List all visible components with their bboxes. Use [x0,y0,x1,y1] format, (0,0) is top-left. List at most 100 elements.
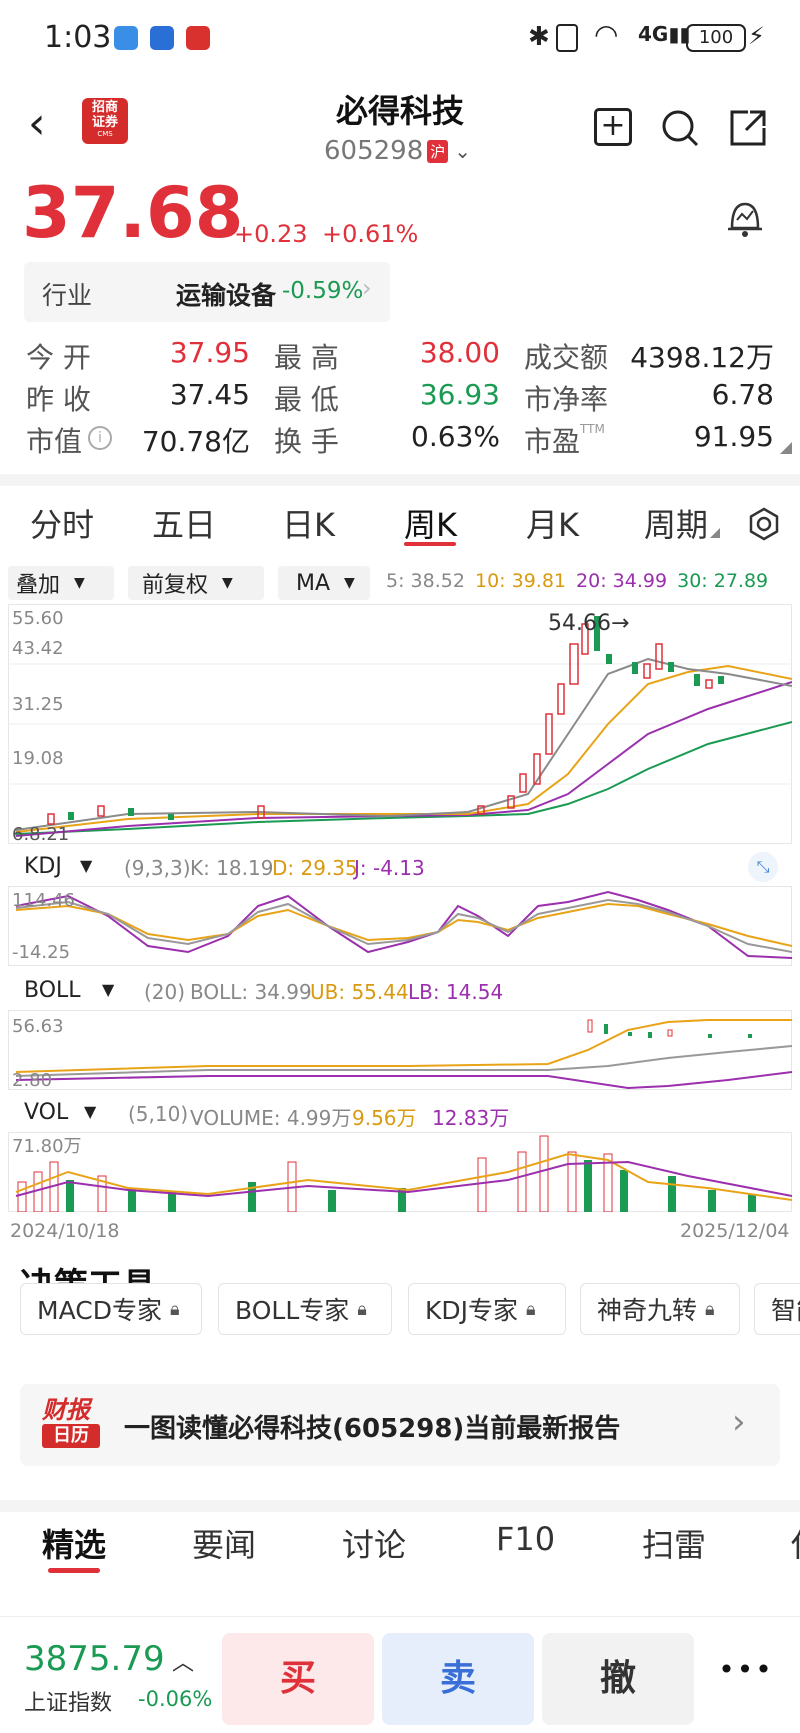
caret-down-icon[interactable]: ▼ [102,980,115,999]
stock-code-selector[interactable]: 605298 沪 ⌄ [324,134,484,168]
tab-intraday[interactable]: 分时 [30,506,95,544]
chevron-right-icon: › [362,274,372,302]
tab-five-day[interactable]: 五日 [152,506,217,544]
vol-volume: VOLUME: 4.99万 [190,1106,352,1130]
candle [606,654,612,664]
ma20-line [15,681,792,837]
industry-pill[interactable]: 行业 运输设备 -0.59% › [24,262,390,322]
industry-label: 行业 [42,281,93,310]
broker-logo[interactable]: 招商 证券 CMS [82,98,128,144]
kdj-j-line [15,890,792,959]
overlay-dropdown[interactable]: 叠加 ▼ [8,566,114,600]
charging-icon: ⚡ [748,22,765,50]
chart-settings-button[interactable] [746,506,782,542]
vol-bar [97,1175,107,1212]
caret-down-icon[interactable]: ▼ [80,856,93,875]
more-button[interactable]: ••• [706,1653,786,1703]
lock-icon: 🔒︎ [357,1298,367,1320]
lock-icon: 🔒︎ [169,1298,180,1320]
kline-chart[interactable]: 55.60 43.42 31.25 19.08 6.8.21 54.66→ [8,604,792,844]
nine-turn-chip[interactable]: 神奇九转 🔒︎ [580,1283,740,1335]
vol-bar [603,1153,613,1212]
report-banner[interactable]: 财报 日历 一图读懂必得科技(605298)当前最新报告 › [20,1384,780,1466]
candle [477,805,485,815]
tab-discussion[interactable]: 讨论 [342,1526,407,1564]
app-notification-icon-2 [186,26,210,50]
boll-expert-chip[interactable]: BOLL专家 🔒︎ [218,1283,392,1335]
candle [507,795,515,809]
vol-y-label: 71.80万 [12,1136,82,1157]
boll-y-label: 56.63 [12,1016,64,1037]
kdj-k-line [15,898,792,953]
boll-chart[interactable]: 56.63 2.80 [8,1010,792,1090]
market-cap-label: 市值 [26,425,83,458]
tab-period[interactable]: 周期 [644,506,709,544]
tab-weekly-k[interactable]: 周K [404,506,457,544]
period-tabs: 分时 五日 日K 周K 月K 周期 [0,486,800,552]
low-value: 36.93 [419,378,500,411]
tab-daily-k[interactable]: 日K [282,506,335,544]
tab-featured[interactable]: 精选 [42,1526,107,1564]
buy-button[interactable]: 买 [222,1633,374,1725]
adjust-label: 前复权 [142,573,209,598]
index-ticker[interactable]: 3875.79 ︿ 上证指数 -0.06% [24,1639,224,1719]
candle [533,753,541,785]
tab-more[interactable]: 化 [790,1520,800,1566]
vol-bar [248,1182,256,1212]
index-name: 上证指数 [24,1691,113,1716]
search-icon [662,110,699,147]
vol-ma5-line [15,1152,792,1201]
adjust-dropdown[interactable]: 前复权 ▼ [128,566,264,600]
candle [643,663,651,679]
boll-params: (20) [144,980,186,1004]
tab-f10[interactable]: F10 [496,1520,556,1558]
expand-corner-icon[interactable] [780,442,792,454]
caret-down-icon[interactable]: ▼ [84,1102,97,1121]
price-alert-button[interactable] [724,196,766,240]
overlay-label: 叠加 [16,573,61,598]
chip-label: BOLL专家 [235,1296,350,1325]
ma5-line [15,657,792,831]
high-label: 最 高 [274,341,339,374]
kdj-chart[interactable]: 114.46 -14.25 [8,886,792,966]
ma5-legend: 5: 38.52 [386,570,465,592]
ma30-legend: 30: 27.89 [677,570,769,592]
sell-button[interactable]: 卖 [382,1633,534,1725]
kline-y-label: 19.08 [12,748,64,769]
vol-bar [66,1180,74,1212]
kdj-frame [8,886,792,966]
boll-name[interactable]: BOLL [24,978,81,1003]
volume-chart[interactable]: 71.80万 [8,1132,792,1212]
tab-news[interactable]: 要闻 [192,1526,257,1564]
kdj-expert-chip[interactable]: KDJ专家 🔒︎ [408,1283,566,1335]
lock-icon: 🔒︎ [526,1298,536,1320]
kdj-name[interactable]: KDJ [24,854,62,879]
macd-expert-chip[interactable]: MACD专家 🔒︎ [20,1283,202,1335]
section-divider [0,474,800,486]
info-icon[interactable]: i [88,426,112,450]
vol-name[interactable]: VOL [24,1100,69,1125]
candle [668,662,674,672]
tab-monthly-k[interactable]: 月K [526,506,579,544]
candles [47,616,724,825]
search-button[interactable] [660,108,700,148]
chip-label: KDJ专家 [425,1296,519,1325]
share-button[interactable] [728,108,768,148]
kdj-d: D: 29.35 [272,856,358,880]
back-button[interactable]: ‹ [28,98,46,149]
app-notification-icon [150,26,174,50]
tab-risk-scan[interactable]: 扫雷 [642,1526,707,1564]
boll-lb: LB: 14.54 [408,980,504,1004]
ma-dropdown[interactable]: MA ▼ [278,566,370,600]
pb-value: 6.78 [711,378,774,411]
kline-low-mark: 6.8.21 [12,824,69,844]
fullscreen-button[interactable]: ⤡ [748,852,778,882]
cancel-order-button[interactable]: 撤 [542,1633,694,1725]
add-watchlist-button[interactable]: + [594,108,632,146]
ma10-legend: 10: 39.81 [474,570,566,592]
report-logo-bottom: 日历 [42,1424,100,1448]
period-corner-icon [710,528,720,538]
vol-bar [748,1194,756,1212]
chevron-right-icon: › [732,1402,746,1442]
smart-chip[interactable]: 智能 [754,1283,800,1335]
